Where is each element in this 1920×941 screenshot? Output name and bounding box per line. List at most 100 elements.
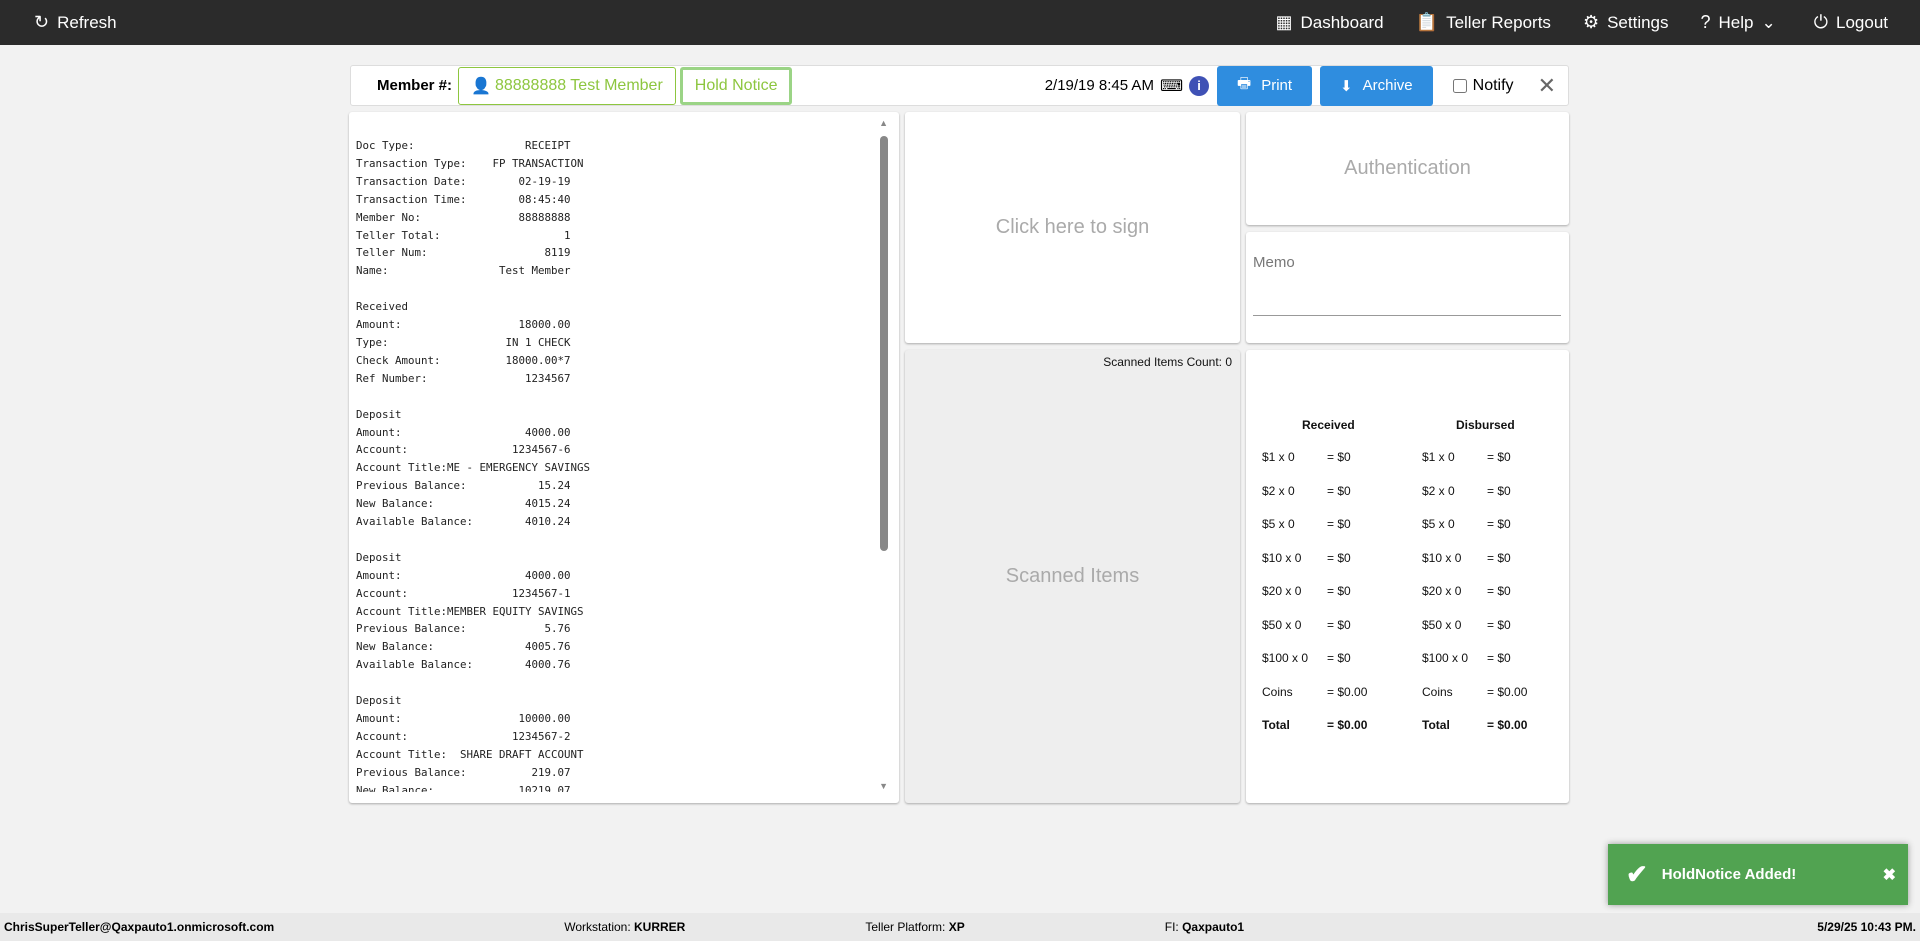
amount: = $0 <box>1487 584 1511 598</box>
keyboard-icon[interactable]: ⌨ <box>1159 77 1184 95</box>
footer-workstation: Workstation: KURRER <box>564 920 686 934</box>
received-row: $1 x 0 = $0 <box>1262 450 1351 464</box>
disbursed-header: Disbursed <box>1456 418 1515 432</box>
received-row: Total = $0.00 <box>1262 718 1367 732</box>
cash-panel: Received Disbursed $1 x 0 = $0 $1 x 0 = $0 $… <box>1246 350 1569 803</box>
scanned-items-label: Scanned Items <box>1005 565 1140 587</box>
amount: = $0.00 <box>1327 718 1368 732</box>
scroll-down-icon[interactable]: ▼ <box>879 781 888 791</box>
amount: = $0 <box>1327 651 1351 665</box>
refresh-icon: ↻ <box>34 12 50 32</box>
member-button[interactable]: 👤 88888888 Test Member <box>458 66 676 105</box>
scroll-up-icon[interactable]: ▲ <box>879 118 888 128</box>
dashboard-icon: ▦ <box>1275 12 1293 32</box>
toast-close-icon[interactable]: ✖ <box>1882 866 1896 884</box>
amount: = $0 <box>1327 483 1351 498</box>
settings-link[interactable]: ⚙ Settings <box>1582 12 1669 32</box>
received-row: $100 x 0 = $0 <box>1262 651 1351 665</box>
amount: = $0.00 <box>1487 684 1528 699</box>
amount: = $0.00 <box>1327 684 1368 699</box>
scanned-count: Scanned Items Count: 0 <box>1103 355 1232 369</box>
received-row: $5 x 0 = $0 <box>1262 517 1351 531</box>
teller-reports-link[interactable]: 📋 Teller Reports <box>1415 12 1551 32</box>
amount: = $0 <box>1487 651 1511 665</box>
power-icon: ⏻ <box>1813 12 1828 32</box>
info-icon[interactable]: i <box>1189 75 1210 96</box>
refresh-button[interactable]: ↻ Refresh <box>34 12 117 32</box>
denomination: $50 x 0 <box>1262 617 1302 632</box>
notify-checkbox[interactable]: Notify <box>1452 77 1514 95</box>
signature-pad[interactable]: Click here to sign <box>905 112 1240 343</box>
disbursed-row: $20 x 0 = $0 <box>1422 584 1511 598</box>
toast-notification: ✔ HoldNotice Added! ✖ <box>1608 844 1908 905</box>
dashboard-link[interactable]: ▦ Dashboard <box>1275 12 1384 32</box>
amount: = $0 <box>1327 450 1351 464</box>
denomination: $1 x 0 <box>1262 450 1295 464</box>
clipboard-icon: 📋 <box>1415 12 1439 32</box>
denomination: $2 x 0 <box>1262 483 1295 498</box>
amount: = $0 <box>1487 517 1511 531</box>
denomination: $100 x 0 <box>1262 651 1309 665</box>
notify-check[interactable] <box>1452 78 1467 93</box>
denomination: $20 x 0 <box>1262 584 1302 598</box>
denomination: $5 x 0 <box>1262 517 1295 531</box>
receipt-text: Doc Type: RECEIPT Transaction Type: FP T… <box>356 139 591 792</box>
amount: = $0 <box>1327 517 1351 531</box>
received-row: $2 x 0 = $0 <box>1262 484 1351 498</box>
amount: = $0 <box>1487 550 1511 565</box>
logout-link[interactable]: ⏻ Logout <box>1813 12 1888 32</box>
amount: = $0 <box>1487 450 1511 464</box>
amount: = $0 <box>1487 617 1511 632</box>
disbursed-row: $50 x 0 = $0 <box>1422 618 1511 632</box>
denomination: Total <box>1422 718 1450 732</box>
denomination: $10 x 0 <box>1262 550 1302 565</box>
close-icon[interactable]: ✕ <box>1537 72 1556 98</box>
footer-time: 5/29/25 10:43 PM. <box>1817 920 1916 934</box>
scanned-items-panel: Scanned Items Count: 0 Scanned Items <box>905 350 1240 803</box>
amount: = $0 <box>1327 550 1351 565</box>
user-icon: 👤 <box>471 77 491 95</box>
authentication-panel[interactable]: Authentication <box>1246 112 1569 225</box>
top-nav: ↻ Refresh ▦ Dashboard 📋 Teller Reports ⚙ Set… <box>0 0 1920 45</box>
hold-notice-button[interactable]: Hold Notice <box>679 66 793 105</box>
denomination: Coins <box>1262 684 1293 699</box>
transaction-datetime: 2/19/19 8:45 AM <box>1044 77 1154 94</box>
amount: = $0 <box>1327 617 1351 632</box>
help-icon: ? <box>1700 12 1711 32</box>
disbursed-row: $10 x 0 = $0 <box>1422 551 1511 565</box>
member-bar: Member #: 👤 88888888 Test Member Hold Not… <box>350 65 1569 106</box>
footer-user: ChrisSuperTeller@Qaxpauto1.onmicrosoft.c… <box>4 920 275 934</box>
denomination: Total <box>1262 718 1290 732</box>
chevron-down-icon: ⌄ <box>1761 12 1776 32</box>
check-icon: ✔ <box>1626 859 1648 889</box>
denomination: $50 x 0 <box>1422 617 1462 632</box>
footer-fi: FI: Qaxpauto1 <box>1164 920 1245 934</box>
denomination: $1 x 0 <box>1422 450 1455 464</box>
denomination: $100 x 0 <box>1422 651 1469 665</box>
denomination: $2 x 0 <box>1422 483 1455 498</box>
memo-input[interactable] <box>1253 282 1561 316</box>
scrollbar[interactable] <box>880 136 888 551</box>
disbursed-row: $1 x 0 = $0 <box>1422 450 1511 464</box>
denomination: Coins <box>1422 684 1453 699</box>
received-header: Received <box>1302 418 1355 432</box>
received-row: $20 x 0 = $0 <box>1262 584 1351 598</box>
member-label: Member #: <box>377 77 453 94</box>
received-row: $50 x 0 = $0 <box>1262 618 1351 632</box>
denomination: $5 x 0 <box>1422 517 1455 531</box>
print-button[interactable]: 🖶 Print <box>1217 65 1313 106</box>
disbursed-row: Total = $0.00 <box>1422 718 1527 732</box>
archive-icon: ⬇ <box>1340 77 1353 95</box>
footer-platform: Teller Platform: XP <box>865 920 965 934</box>
received-row: Coins = $0.00 <box>1262 685 1367 699</box>
receipt-panel: Doc Type: RECEIPT Transaction Type: FP T… <box>349 112 899 803</box>
memo-panel: Memo <box>1246 232 1569 343</box>
amount: = $0.00 <box>1487 718 1528 732</box>
archive-button[interactable]: ⬇ Archive <box>1320 65 1433 106</box>
amount: = $0 <box>1327 584 1351 598</box>
disbursed-row: $2 x 0 = $0 <box>1422 484 1511 498</box>
help-menu[interactable]: ? Help ⌄ <box>1700 12 1776 32</box>
disbursed-row: $100 x 0 = $0 <box>1422 651 1511 665</box>
denomination: $20 x 0 <box>1422 584 1462 598</box>
printer-icon: 🖶 <box>1237 75 1252 92</box>
